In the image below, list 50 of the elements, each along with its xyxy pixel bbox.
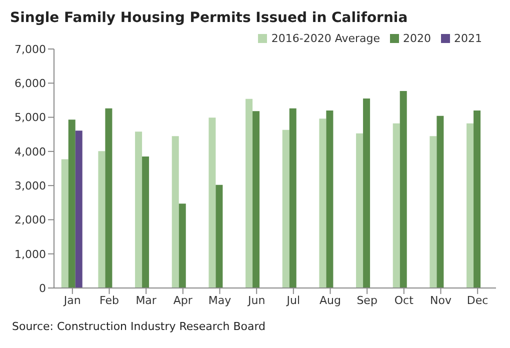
x-tick-label: Dec [466,294,488,307]
y-tick-label: 4,000 [14,145,46,158]
legend-label: 2016-2020 Average [271,32,380,45]
x-tick-label: Feb [100,294,119,307]
bar [436,116,444,288]
x-tick-label: Oct [394,294,414,307]
bar [392,123,400,288]
y-tick-label: 7,000 [14,42,46,56]
bar [466,123,474,288]
bar [319,118,326,288]
bar [400,90,407,288]
x-tick-label: Jun [246,294,266,307]
bar [135,132,142,288]
x-tick-label: Apr [173,294,193,307]
x-tick-label: Jul [286,294,300,307]
y-tick-label: 5,000 [14,111,46,124]
x-tick-label: Jan [62,294,81,307]
source-note: Source: Construction Industry Research Board [11,319,267,333]
y-tick-label: 2,000 [14,214,46,227]
legend-label: 2021 [454,32,482,45]
bar [474,110,481,288]
bar [178,204,186,288]
bar [326,110,334,288]
x-tick-label: Mar [136,294,157,307]
legend-label: 2020 [403,32,431,45]
bar [208,118,216,288]
chart-title: Single Family Housing Permits Issued in California [9,9,409,28]
bar [98,151,106,288]
bar [356,133,364,288]
bar [246,98,253,288]
x-tick-label: Aug [320,294,341,307]
bar [289,108,296,288]
y-tick-label: 3,000 [14,179,46,192]
x-tick-label: May [208,294,232,307]
y-tick-label: 1,000 [14,248,46,261]
x-tick-label: Nov [430,294,452,307]
bar [252,111,260,288]
bar [61,159,68,288]
y-tick-label: 6,000 [14,77,46,90]
bar [75,130,82,288]
bar [282,130,290,288]
bar [363,98,370,288]
bar [142,156,150,288]
bar [172,136,179,288]
bar [105,108,112,288]
bar [68,120,76,288]
x-tick-label: Sep [356,294,378,307]
bar [216,184,223,288]
y-tick-label: 0 [39,282,46,295]
bar [430,136,437,288]
